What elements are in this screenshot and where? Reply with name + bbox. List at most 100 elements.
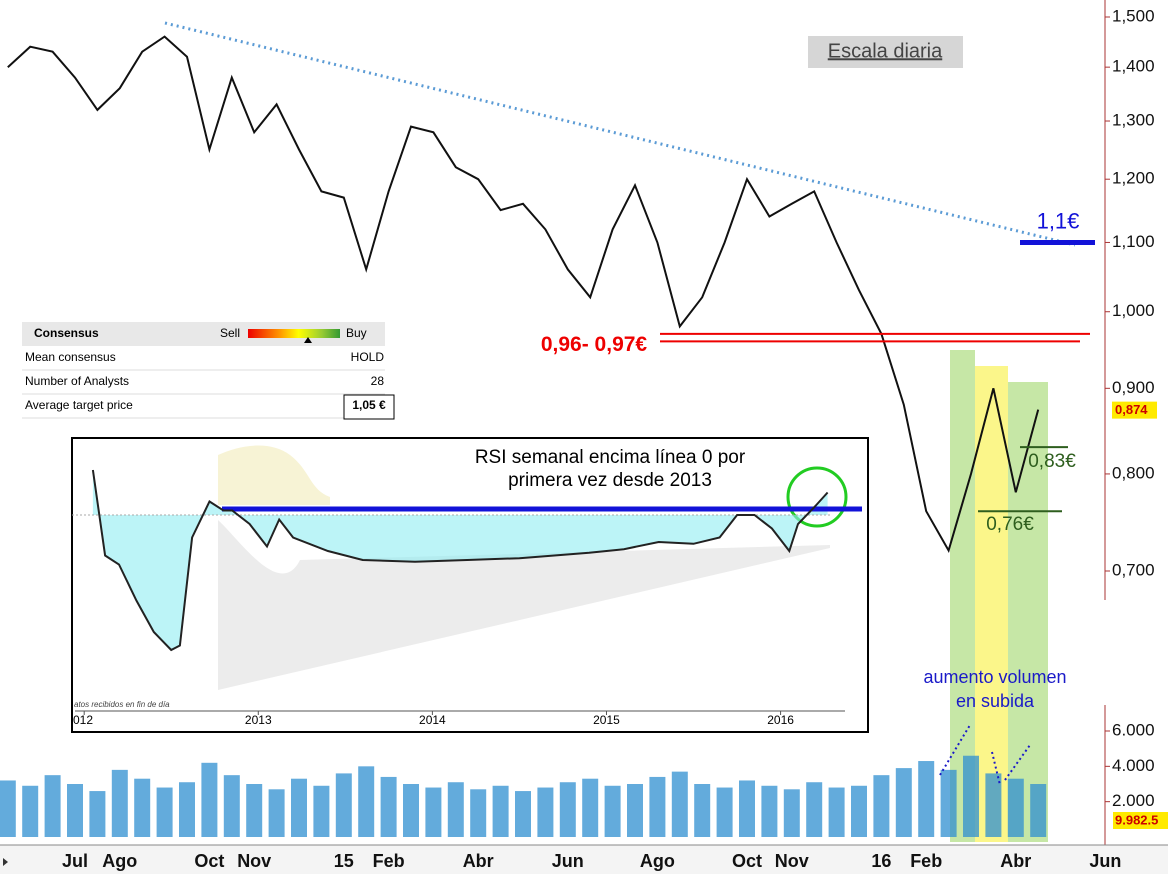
volume-annotation: aumento volumen [923,667,1066,687]
inset-x-label: 2015 [593,713,620,727]
consensus-marker [304,337,312,343]
x-tick-label: 16 [871,851,891,871]
highlight-zone [975,366,1008,842]
row-label: Mean consensus [25,350,116,364]
inset-title: primera vez desde 2013 [508,470,712,491]
volume-bar [537,787,554,837]
y-tick-label: 1,500 [1112,6,1155,25]
x-tick-label: Jun [552,851,584,871]
price-tag [1112,401,1157,419]
volume-bar [201,762,218,837]
row-value: 28 [371,374,385,388]
scale-label: Escala diaria [828,40,943,62]
y-tick-label: 1,400 [1112,57,1155,76]
x-tick-label: Ago [640,851,675,871]
volume-bar [313,785,330,837]
volume-bar [985,773,1002,837]
volume-bar [447,782,464,837]
volume-bar [403,784,419,837]
inset-shade [218,520,830,690]
inset-x-label: 2016 [767,713,794,727]
annotation-arrow [991,751,1001,786]
x-tick-label: Abr [1000,851,1031,871]
inset-note: atos recibidos en fin de día [74,700,170,709]
y-tick-label: 1,100 [1112,232,1155,251]
sell-label: Sell [220,326,240,340]
row-label: Average target price [25,398,133,412]
last-price-label: 0,874 [1115,402,1148,417]
volume-tick-label: 6.000 [1112,720,1155,739]
volume-bar [582,778,599,837]
volume-bar [156,787,173,837]
y-tick-label: 1,300 [1112,111,1155,130]
y-tick-label: 1,200 [1112,169,1155,188]
x-tick-label: 15 [334,851,354,871]
volume-bar [291,778,307,837]
rsi-line [91,469,829,652]
consensus-title: Consensus [34,326,99,340]
volume-bar [649,776,666,837]
volume-bar [223,775,240,837]
consensus-scale [248,329,340,338]
volume-bar [1007,778,1024,837]
volume-bar [671,771,688,837]
x-tick-label: Nov [237,851,271,871]
volume-bar [806,782,823,837]
volume-tag [1113,812,1168,829]
volume-bar [1030,784,1047,837]
volume-bar [44,775,61,837]
volume-annotation: en subida [956,691,1035,711]
target-label: 1,1€ [1037,208,1080,233]
volume-bar [111,769,128,837]
scroll-arrow[interactable] [3,858,8,866]
support-label: 0,96- 0,97€ [541,333,648,356]
y-tick-label: 0,900 [1112,378,1155,397]
volume-bar [895,768,912,837]
volume-bar [268,789,285,837]
volume-bar [425,787,442,837]
x-tick-label: Oct [194,851,224,871]
x-tick-label: Feb [910,851,942,871]
volume-bar [380,776,397,837]
y-tick-label: 0,700 [1112,560,1155,579]
x-tick-label: Oct [732,851,762,871]
volume-bar [604,785,621,837]
row-label: Number of Analysts [25,374,129,388]
volume-bar [358,766,375,837]
volume-bar [335,773,352,837]
level-label: 0,76€ [986,514,1034,535]
row-value: 1,05 € [352,398,386,412]
volume-bar [559,782,576,837]
volume-bar [739,780,755,837]
volume-bar [761,785,778,837]
level-label: 0,83€ [1028,451,1076,472]
annotation-arrow [1004,744,1031,781]
consensus-box: Consensus Sell Buy [22,322,395,420]
target-box [343,394,395,420]
buy-label: Buy [346,326,367,340]
volume-bar [22,785,39,837]
volume-bar [694,784,711,837]
row-value: HOLD [351,350,385,364]
inset-x-label: 012 [73,713,93,727]
inset-shade [218,445,330,505]
volume-bar [134,778,151,837]
inset-title: RSI semanal encima línea 0 por [475,447,746,468]
volume-bar [246,784,263,837]
x-tick-label: Nov [775,851,809,871]
x-tick-label: Abr [463,851,494,871]
x-tick-label: Jun [1089,851,1121,871]
volume-bar [470,789,487,837]
volume-bar [963,755,979,837]
x-tick-label: Jul [62,851,88,871]
volume-bar [783,789,800,837]
inset-x-label: 2014 [419,713,446,727]
volume-bar [89,791,106,837]
volume-bar [828,787,845,837]
volume-bar [940,769,957,837]
price-line [7,35,1040,554]
y-tick-label: 1,000 [1112,301,1155,320]
highlight-circle [786,466,848,528]
volume-bar [67,784,83,837]
